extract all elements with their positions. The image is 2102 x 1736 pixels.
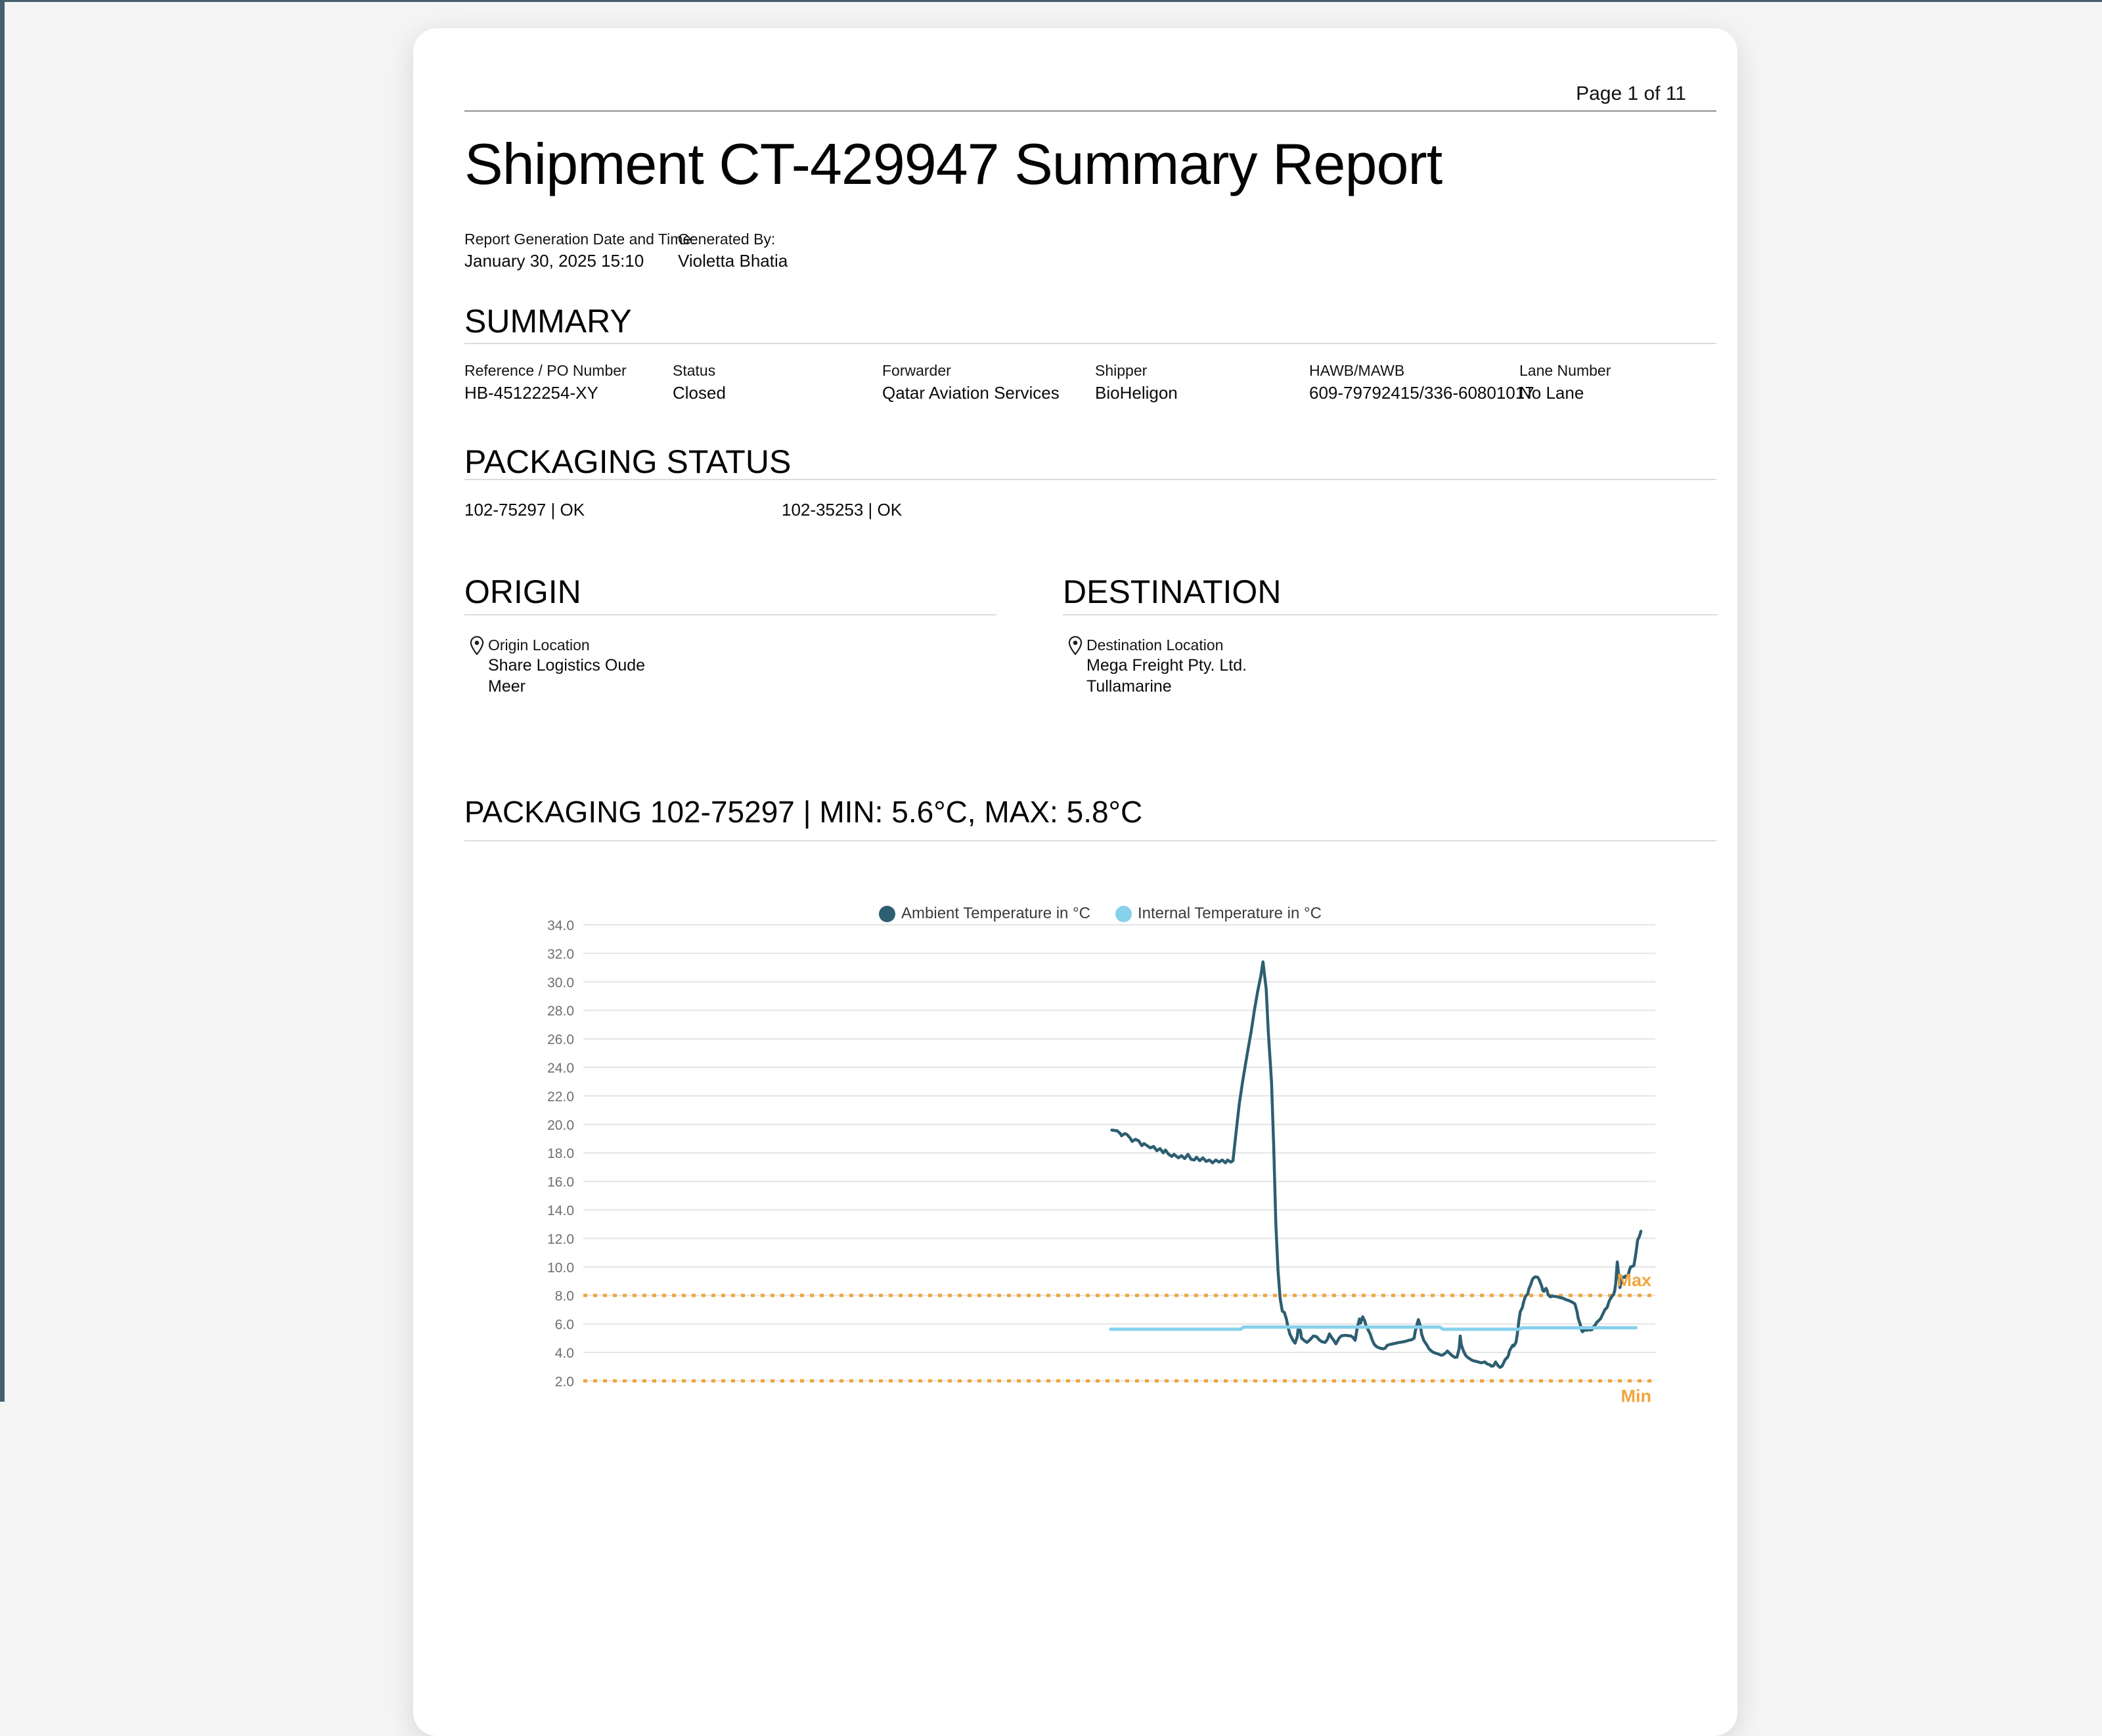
y-axis-tick-label: 26.0 [547, 1033, 574, 1048]
y-axis-tick-label: 2.0 [555, 1374, 574, 1389]
y-axis-tick-label: 20.0 [547, 1118, 574, 1133]
meta-field: Report Generation Date and Time: January … [464, 231, 696, 271]
summary-field-value: HB-45122254-XY [464, 383, 598, 403]
destination-rule [1063, 614, 1717, 615]
summary-field-label: Status [673, 362, 716, 379]
y-axis-tick-label: 22.0 [547, 1089, 574, 1104]
destination-location-label: Destination Location [1086, 636, 1224, 654]
summary-field-value: 609-79792415/336-60801017 [1309, 383, 1534, 403]
legend-label: Ambient Temperature in °C [901, 904, 1090, 922]
y-axis-tick-label: 24.0 [547, 1061, 574, 1076]
summary-field-label: Forwarder [882, 362, 951, 379]
packaging-status-rule [464, 479, 1716, 480]
summary-field: HAWB/MAWB 609-79792415/336-60801017 [1309, 362, 1534, 403]
legend-label: Internal Temperature in °C [1137, 904, 1322, 922]
y-axis-tick-label: 16.0 [547, 1175, 574, 1190]
y-axis-tick-label: 28.0 [547, 1004, 574, 1019]
summary-field: Reference / PO Number HB-45122254-XY [464, 362, 627, 403]
summary-fields: Reference / PO Number HB-45122254-XY Statu… [464, 362, 1716, 421]
meta-field: Generated By: Violetta Bhatia [678, 231, 788, 271]
page-indicator: Page 1 of 11 [1576, 83, 1686, 104]
meta-label: Generated By: [678, 231, 776, 248]
y-axis-tick-label: 18.0 [547, 1146, 574, 1161]
y-axis-tick-label: 8.0 [555, 1289, 574, 1304]
packaging-status-items: 102-75297 | OK 102-35253 | OK [464, 500, 1716, 526]
threshold-label-max: Max [1617, 1270, 1651, 1290]
chart-legend: Ambient Temperature in °C Internal Temper… [545, 902, 1655, 925]
legend-item: Ambient Temperature in °C [879, 905, 1090, 922]
location-pin-icon [1068, 636, 1083, 656]
header-rule [464, 110, 1716, 112]
legend-dot-icon [1115, 905, 1132, 922]
meta-value: Violetta Bhatia [678, 251, 788, 271]
summary-field: Lane Number No Lane [1519, 362, 1611, 403]
meta-value: January 30, 2025 15:10 [464, 251, 644, 271]
origin-section: ORIGIN Origin Location Share Logistics O… [464, 573, 996, 790]
threshold-label-min: Min [1621, 1386, 1652, 1406]
summary-field: Shipper BioHeligon [1095, 362, 1178, 403]
report-page: Page 1 of 11 Shipment CT-429947 Summary … [413, 28, 1737, 1736]
summary-field: Status Closed [673, 362, 726, 403]
y-axis-tick-label: 34.0 [547, 918, 574, 933]
y-axis-tick-label: 4.0 [555, 1346, 574, 1361]
y-axis-tick-label: 12.0 [547, 1232, 574, 1247]
summary-field-value: Qatar Aviation Services [882, 383, 1060, 403]
report-meta: Report Generation Date and Time: January … [464, 231, 1686, 290]
summary-field-label: Shipper [1095, 362, 1148, 379]
y-axis-tick-label: 6.0 [555, 1318, 574, 1333]
summary-field-value: No Lane [1519, 383, 1584, 403]
y-axis-tick-label: 10.0 [547, 1260, 574, 1276]
packaging-status-heading: PACKAGING STATUS [464, 443, 792, 480]
summary-field-value: BioHeligon [1095, 383, 1178, 403]
legend-item: Internal Temperature in °C [1115, 905, 1322, 922]
origin-location-value: Share Logistics Oude Meer [488, 656, 646, 696]
packaging-chart-heading: PACKAGING 102-75297 | MIN: 5.6°C, MAX: 5… [464, 795, 1143, 829]
packaging-status-item: 102-75297 | OK [464, 500, 585, 520]
summary-field-label: Reference / PO Number [464, 362, 627, 379]
destination-section: DESTINATION Destination Location Mega Fr… [1063, 573, 1717, 790]
y-axis-tick-label: 32.0 [547, 946, 574, 962]
origin-location-label: Origin Location [488, 636, 590, 654]
destination-location-value: Mega Freight Pty. Ltd. Tullamarine [1086, 656, 1247, 696]
summary-field: Forwarder Qatar Aviation Services [882, 362, 1060, 403]
y-axis-tick-label: 14.0 [547, 1203, 574, 1218]
origin-rule [464, 614, 996, 615]
summary-field-label: HAWB/MAWB [1309, 362, 1405, 379]
origin-heading: ORIGIN [464, 573, 581, 610]
window-accent-border-left [0, 0, 5, 1402]
summary-heading: SUMMARY [464, 303, 632, 340]
destination-heading: DESTINATION [1063, 573, 1282, 610]
packaging-status-item: 102-35253 | OK [782, 500, 903, 520]
location-pin-icon [470, 636, 484, 656]
summary-field-label: Lane Number [1519, 362, 1611, 379]
packaging-chart-rule [464, 840, 1716, 841]
report-title: Shipment CT-429947 Summary Report [464, 131, 1442, 196]
meta-label: Report Generation Date and Time: [464, 231, 696, 248]
window-accent-border-top [0, 0, 2102, 2]
legend-dot-icon [879, 905, 896, 922]
summary-rule [464, 343, 1716, 344]
series-line [1109, 1325, 1638, 1331]
series-line [1110, 960, 1643, 1369]
temperature-chart: 34.0 32.0 30.0 28.0 26.0 24.0 22.0 20.0 18.0 16.0… [547, 918, 1655, 1406]
summary-field-value: Closed [673, 383, 726, 403]
y-axis-tick-label: 30.0 [547, 975, 574, 990]
